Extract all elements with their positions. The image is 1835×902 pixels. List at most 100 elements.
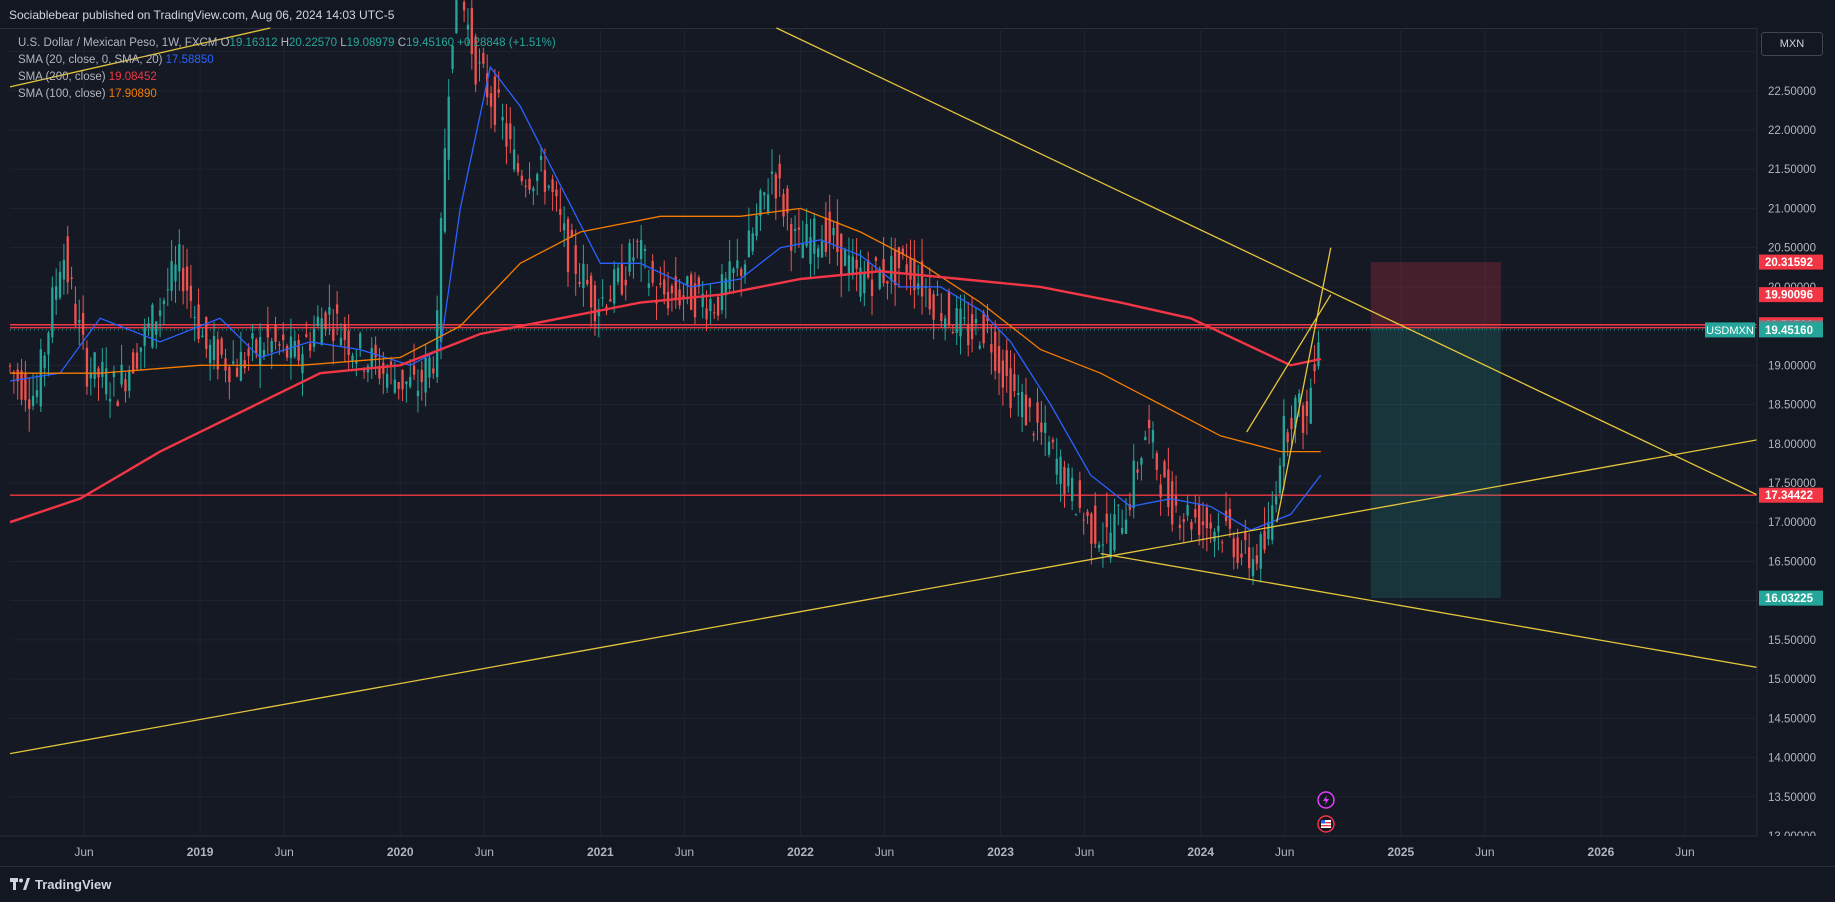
candle-body — [639, 239, 643, 260]
candle-body — [1132, 460, 1135, 508]
price-label-box[interactable] — [1759, 254, 1823, 270]
candle-body — [1255, 555, 1259, 564]
event-icons[interactable] — [1317, 791, 1335, 833]
candle-body — [343, 323, 346, 341]
candle-body — [528, 178, 531, 190]
us-flag-icon[interactable] — [1317, 815, 1335, 833]
candle-body — [670, 285, 674, 294]
candle-body — [1094, 505, 1097, 544]
candle-body — [1013, 374, 1016, 392]
candle-body — [62, 259, 66, 280]
candle-body — [559, 209, 562, 216]
candle-body — [890, 256, 893, 281]
candle-body — [81, 312, 85, 335]
candle-body — [532, 188, 535, 192]
candle-body — [990, 344, 993, 353]
candle-body — [1044, 422, 1047, 434]
sma200-row[interactable]: SMA (200, close) 19.08452 — [18, 69, 556, 86]
currency-button[interactable]: MXN — [1761, 32, 1823, 56]
candle-body — [705, 308, 708, 320]
candle-body — [994, 331, 997, 371]
candle-body — [920, 260, 924, 297]
trendline[interactable] — [1100, 552, 1758, 668]
candle-body — [47, 332, 50, 355]
candle-body — [763, 192, 766, 196]
short-position-tool[interactable] — [1370, 262, 1501, 599]
trendline[interactable] — [9, 27, 271, 88]
candle-body — [1005, 350, 1008, 376]
candle-body — [228, 366, 231, 383]
candle-body — [928, 288, 931, 310]
price-label-box[interactable] — [1759, 590, 1823, 606]
candle-body — [1263, 530, 1266, 550]
candle-body — [1147, 419, 1151, 429]
price-axis[interactable]: 13.0000013.5000014.0000014.5000015.00000… — [1705, 28, 1835, 843]
candle-body — [147, 323, 150, 328]
candle-body — [940, 313, 943, 322]
candle-body — [320, 318, 323, 346]
tradingview-logo[interactable]: TradingView — [10, 877, 111, 892]
candle-body — [420, 369, 423, 382]
candle-body — [1186, 504, 1189, 516]
candle-body — [1259, 534, 1262, 569]
sma100-row[interactable]: SMA (100, close) 17.90890 — [18, 86, 556, 103]
candle-body — [709, 299, 712, 312]
candle-body — [1036, 402, 1039, 423]
candle-body — [539, 156, 543, 160]
take-profit-zone[interactable] — [1370, 327, 1501, 599]
candle-body — [624, 279, 627, 286]
trendlines[interactable] — [9, 27, 1758, 755]
candle-body — [878, 268, 881, 289]
trendline[interactable] — [776, 27, 1758, 496]
candle-body — [905, 264, 908, 274]
candle-body — [85, 347, 89, 387]
y-tick-label: 19.00000 — [1768, 360, 1816, 372]
candle-body — [897, 247, 901, 268]
open-value: 19.16312 — [229, 37, 278, 49]
price-label-box[interactable] — [1759, 322, 1823, 338]
candle-body — [1205, 507, 1208, 529]
time-axis[interactable]: Jun 2019 Jun 2020 Jun 2021 Jun 2022 Jun 2023 Jun 20… — [0, 835, 1835, 866]
brand-name: TradingView — [35, 877, 112, 892]
change-value: +0.28848 (+1.51%) — [457, 37, 556, 49]
candle-body — [74, 303, 77, 324]
candle-body — [1298, 393, 1301, 403]
candle-body — [482, 53, 485, 64]
candle-body — [378, 366, 381, 379]
candle-body — [655, 301, 658, 304]
candle-body — [359, 333, 362, 349]
price-label-box[interactable] — [1759, 487, 1823, 503]
candle-body — [128, 371, 131, 391]
candle-body — [551, 179, 554, 193]
candle-body — [947, 291, 951, 325]
candle-body — [1294, 397, 1297, 429]
candle-body — [212, 336, 216, 361]
candle-body — [170, 261, 173, 292]
y-tick-label: 17.00000 — [1768, 517, 1816, 529]
sma20-row[interactable]: SMA (20, close, 0, SMA, 20) 17.58850 — [18, 52, 556, 69]
candle-body — [166, 289, 169, 291]
candle-body — [589, 275, 593, 308]
candle-body — [447, 96, 450, 160]
trendline[interactable] — [9, 439, 1758, 755]
candle-body — [486, 73, 489, 98]
candle-body — [701, 293, 704, 308]
candle-body — [1248, 547, 1251, 569]
candle-body — [997, 346, 1001, 374]
symbol-description: U.S. Dollar / Mexican Peso, 1W, FXCM — [18, 37, 218, 49]
candle-body — [697, 277, 701, 287]
candle-body — [1267, 522, 1270, 540]
candle-body — [1305, 401, 1309, 417]
stop-loss-zone[interactable] — [1370, 262, 1501, 328]
trendline[interactable] — [1276, 247, 1332, 523]
price-label-box[interactable] — [1759, 287, 1823, 303]
candle-body — [1020, 392, 1024, 418]
candle-body — [509, 123, 512, 140]
candle-body — [224, 358, 227, 371]
candle-body — [820, 241, 824, 258]
candle-body — [824, 217, 828, 252]
price-label: 20.31592 — [1765, 257, 1813, 269]
lightning-icon[interactable] — [1317, 791, 1335, 809]
candle-body — [201, 335, 204, 338]
